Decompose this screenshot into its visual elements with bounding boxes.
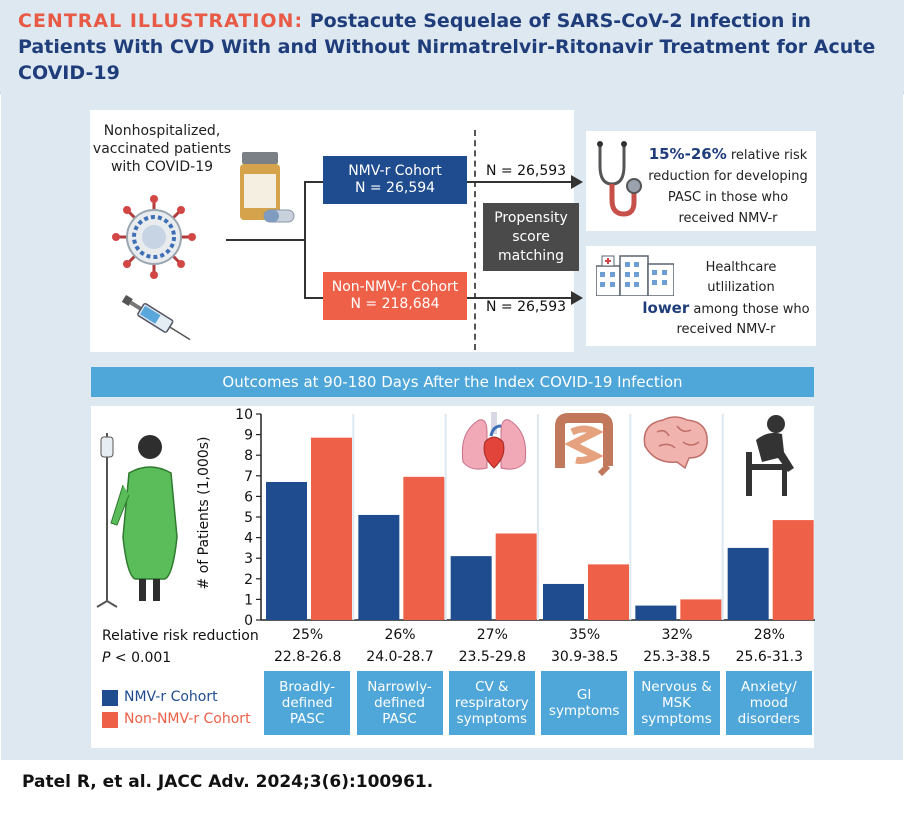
arrow-head-icon (571, 175, 583, 189)
y-tick-label: 3 (244, 551, 253, 567)
util-lower: lower (642, 299, 690, 317)
intestines-icon (550, 412, 618, 478)
y-tick-label: 9 (244, 428, 253, 444)
risk-rest: relative risk reduction for developing P… (648, 148, 808, 226)
syringe-icon (116, 290, 198, 348)
bar-non-nmv (311, 437, 352, 620)
bar-nmv (358, 514, 400, 620)
bar-non-nmv (403, 476, 445, 620)
non-cohort-n: N = 218,684 (350, 296, 440, 312)
bar-non-nmv (495, 533, 537, 620)
nmv-cohort-n: N = 26,594 (354, 180, 436, 196)
heart-lungs-icon (455, 412, 533, 474)
chart-category-dividers (352, 414, 724, 620)
non-cohort-label: Non-NMV-r Cohort (331, 279, 459, 295)
matched-n-top: N = 26,593 (486, 163, 567, 179)
y-tick-label: 5 (244, 510, 253, 526)
matched-n-bottom: N = 26,593 (486, 299, 567, 315)
bar-non-nmv (772, 520, 814, 620)
rrr-percent: 27% (476, 627, 508, 643)
category-label: Anxiety/ mood disorders (725, 671, 812, 735)
rrr-label: Relative risk reduction (102, 628, 259, 644)
util-finding-text-1: Healthcare utlilization (705, 260, 777, 295)
util-rest: among those who received NMV-r (676, 302, 810, 337)
category-label: Narrowly-defined PASC (356, 671, 443, 735)
rrr-percent: 25% (292, 627, 324, 643)
pill-bottle-icon (238, 152, 300, 232)
rrr-ci: 25.3-38.5 (643, 649, 711, 665)
outcomes-title: Outcomes at 90-180 Days After the Index … (91, 367, 814, 397)
p-value-rest: < 0.001 (114, 650, 172, 666)
legend-non: Non-NMV-r Cohort (124, 711, 251, 727)
y-tick-label: 0 (244, 613, 253, 629)
non-cohort-box: Non-NMV-r Cohort N = 218,684 (323, 272, 467, 320)
flow-line (304, 297, 324, 299)
legend-swatch-non (102, 712, 118, 728)
propensity-matching-box: Propensity score matching (483, 203, 579, 271)
bar-chart: 0 1 2 3 4 5 6 7 8 9 10 # of Patients (1,000s) (196, 407, 815, 629)
rrr-ci: 24.0-28.7 (366, 649, 434, 665)
y-tick-label: 6 (244, 489, 253, 505)
flow-line (304, 181, 306, 299)
bar-nmv (266, 481, 307, 620)
citation: Patel R, et al. JACC Adv. 2024;3(6):1009… (22, 772, 434, 792)
rrr-ci: 22.8-26.8 (273, 649, 342, 665)
chart-bars (266, 437, 814, 620)
rrr-ci: 23.5-29.8 (458, 649, 527, 665)
bar-nmv (450, 556, 492, 620)
category-label: Nervous & MSK symptoms (633, 671, 720, 735)
virus-icon (112, 195, 196, 279)
risk-highlight: 15%-26% (648, 145, 727, 163)
bar-non-nmv (588, 564, 629, 620)
rrr-ci: 30.9-38.5 (550, 649, 619, 665)
util-finding-text-2: lower among those who received NMV-r (640, 298, 812, 340)
legend-swatch-nmv (102, 690, 118, 706)
rrr-percent: 28% (753, 627, 785, 643)
rrr-percent: 32% (661, 627, 693, 643)
risk-finding-text: 15%-26% relative risk reduction for deve… (648, 144, 808, 229)
category-label: Broadly-defined PASC (264, 671, 351, 735)
nmv-cohort-box: NMV-r Cohort N = 26,594 (323, 156, 467, 204)
bar-nmv (635, 605, 677, 620)
rrr-percent: 35% (569, 627, 601, 643)
rrr-ci: 25.6-31.3 (735, 649, 804, 665)
nmv-cohort-label: NMV-r Cohort (348, 163, 442, 179)
p-value: P < 0.001 (102, 650, 171, 666)
y-axis-label: # of Patients (1,000s) (196, 437, 212, 590)
y-tick-label: 8 (244, 448, 253, 464)
p-value-italic: P (102, 650, 111, 666)
title-text: Postacute Sequelae of SARS-CoV-2 Infecti… (18, 10, 876, 84)
flow-line (304, 181, 324, 183)
y-tick-label: 1 (244, 592, 253, 608)
bar-non-nmv (680, 599, 722, 620)
iv-patient-icon (95, 425, 185, 615)
page-title: CENTRAL ILLUSTRATION: Postacute Sequelae… (18, 8, 888, 86)
arrow-top (467, 181, 575, 183)
legend-nmv: NMV-r Cohort (124, 689, 218, 705)
arrow-head-icon (571, 291, 583, 305)
title-kicker: CENTRAL ILLUSTRATION: (18, 10, 304, 32)
stethoscope-icon (590, 140, 642, 222)
hospital-icon (595, 252, 675, 297)
rrr-percent: 26% (384, 627, 416, 643)
flow-line (226, 239, 306, 241)
sad-person-icon (742, 412, 804, 498)
y-tick-label: 2 (244, 572, 253, 588)
population-text: Nonhospitalized, vaccinated patients wit… (92, 123, 232, 175)
arrow-bottom (467, 297, 575, 299)
y-tick-label: 10 (235, 407, 253, 423)
bar-nmv (543, 583, 584, 620)
dashed-divider (474, 130, 476, 350)
y-tick-label: 4 (244, 531, 253, 547)
y-tick-label: 7 (244, 469, 253, 485)
bar-nmv (727, 547, 769, 620)
brain-icon (639, 414, 711, 470)
category-label: CV & respiratory symptoms (448, 671, 535, 735)
category-label: GI symptoms (541, 671, 628, 735)
